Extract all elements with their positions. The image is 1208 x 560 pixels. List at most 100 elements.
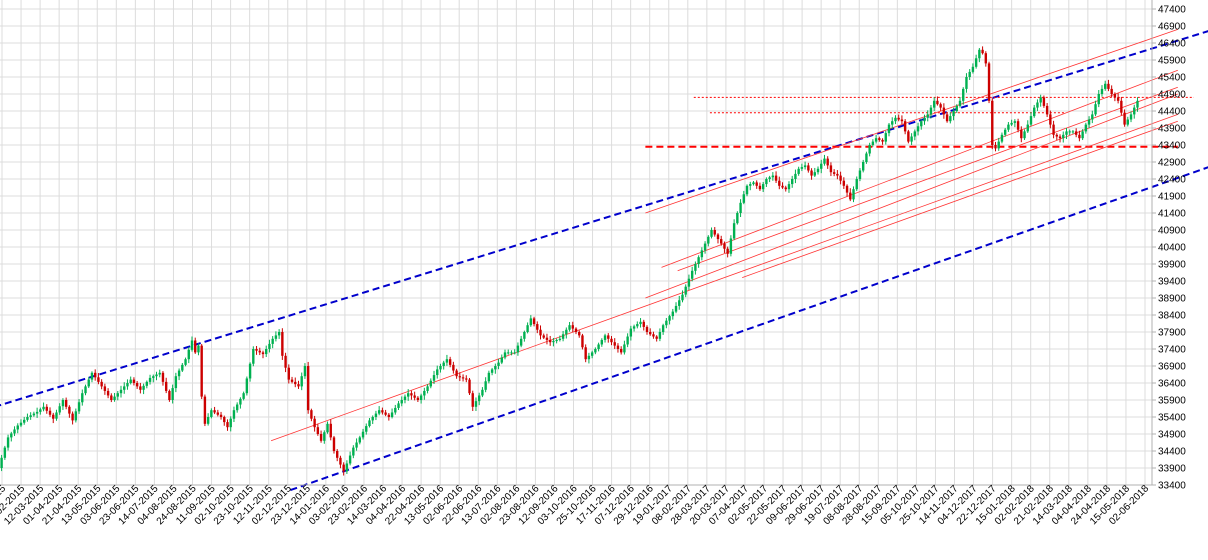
candle-body bbox=[0, 457, 3, 468]
candle-body bbox=[426, 386, 429, 391]
candle-body bbox=[594, 349, 597, 353]
candle-body bbox=[90, 372, 94, 380]
candle-body bbox=[968, 71, 971, 77]
y-tick-label: 46900 bbox=[1158, 22, 1186, 33]
candles bbox=[0, 46, 1139, 476]
candle-body bbox=[723, 243, 726, 249]
candle-body bbox=[106, 390, 110, 396]
candle-body bbox=[306, 366, 310, 411]
candle-body bbox=[829, 165, 833, 173]
candle-body bbox=[729, 238, 733, 254]
candle-body bbox=[177, 370, 181, 377]
candle-body bbox=[694, 264, 697, 271]
y-tick-label: 44900 bbox=[1158, 90, 1186, 101]
candle-body bbox=[303, 366, 307, 377]
candle-body bbox=[310, 410, 313, 419]
y-tick-label: 41900 bbox=[1158, 192, 1186, 203]
candle-body bbox=[958, 100, 962, 106]
candle-body bbox=[1100, 88, 1104, 94]
candle-body bbox=[497, 362, 500, 366]
y-tick-label: 37400 bbox=[1158, 345, 1186, 356]
candle-body bbox=[316, 427, 320, 434]
candle-body bbox=[116, 393, 119, 397]
candle-body bbox=[855, 179, 858, 190]
y-tick-label: 40400 bbox=[1158, 243, 1186, 254]
candle-body bbox=[190, 340, 194, 350]
candle-body bbox=[368, 420, 371, 427]
candle-body bbox=[552, 341, 555, 343]
candle-body bbox=[600, 339, 604, 345]
candle-body bbox=[987, 63, 991, 101]
candle-body bbox=[632, 326, 636, 329]
y-tick-label: 39400 bbox=[1158, 277, 1186, 288]
candle-body bbox=[797, 168, 800, 174]
candle-body bbox=[1110, 88, 1113, 94]
candle-body bbox=[994, 145, 997, 149]
candle-body bbox=[832, 172, 836, 174]
candle-body bbox=[358, 437, 361, 443]
candle-body bbox=[568, 325, 571, 330]
candle-body bbox=[542, 335, 545, 338]
candle-body bbox=[145, 381, 149, 386]
candle-body bbox=[68, 406, 71, 414]
candle-body bbox=[726, 248, 729, 254]
candle-body bbox=[574, 328, 578, 332]
candle-body bbox=[700, 250, 704, 258]
candle-body bbox=[513, 352, 516, 354]
candle-body bbox=[213, 410, 216, 413]
candle-body bbox=[1104, 83, 1107, 89]
candle-body bbox=[703, 243, 707, 251]
candle-body bbox=[352, 447, 355, 456]
candle-body bbox=[397, 403, 400, 408]
candle-body bbox=[26, 417, 29, 420]
candle-body bbox=[490, 369, 494, 373]
candle-body bbox=[865, 153, 868, 162]
candle-body bbox=[110, 395, 113, 400]
candle-body bbox=[687, 278, 691, 287]
candle-body bbox=[232, 410, 236, 419]
candle-body bbox=[1062, 134, 1065, 139]
candle-body bbox=[1007, 124, 1010, 130]
candle-body bbox=[210, 410, 213, 417]
trendlines bbox=[0, 29, 1208, 492]
candle-body bbox=[794, 173, 797, 179]
candle-body bbox=[516, 345, 520, 353]
candle-body bbox=[784, 187, 787, 190]
candle-body bbox=[629, 328, 633, 337]
candle-body bbox=[194, 340, 197, 353]
candle-body bbox=[781, 185, 784, 188]
candle-body bbox=[1126, 119, 1129, 125]
candle-body bbox=[471, 393, 474, 407]
candle-body bbox=[271, 338, 274, 344]
candle-body bbox=[761, 184, 765, 190]
candle-body bbox=[787, 184, 791, 190]
y-tick-label: 42400 bbox=[1158, 175, 1186, 186]
candle-body bbox=[226, 422, 229, 428]
candle-body bbox=[113, 396, 116, 400]
candle-body bbox=[1052, 124, 1055, 135]
candle-body bbox=[323, 432, 326, 441]
upper-channel-line bbox=[0, 30, 1208, 407]
candle-body bbox=[332, 437, 336, 451]
candle-body bbox=[584, 347, 587, 360]
candle-body bbox=[461, 377, 465, 379]
candle-body bbox=[142, 385, 145, 390]
candle-body bbox=[139, 386, 142, 390]
candle-body bbox=[445, 359, 449, 363]
candle-body bbox=[545, 337, 549, 340]
candle-body bbox=[900, 119, 904, 122]
candle-body bbox=[978, 49, 981, 59]
candle-body bbox=[55, 412, 58, 419]
candle-body bbox=[342, 464, 345, 472]
y-axis: 47400 46900 46400 45900 45400 44900 44400 43900… bbox=[1151, 0, 1186, 492]
candle-body bbox=[439, 366, 442, 370]
candle-body bbox=[1039, 97, 1042, 103]
candle-body bbox=[432, 375, 436, 381]
candle-body bbox=[871, 141, 875, 145]
candle-body bbox=[35, 411, 39, 414]
candle-body bbox=[1000, 134, 1004, 142]
candle-body bbox=[1049, 114, 1052, 125]
candle-body bbox=[661, 325, 665, 332]
candle-body bbox=[771, 175, 775, 178]
candle-body bbox=[348, 455, 352, 464]
